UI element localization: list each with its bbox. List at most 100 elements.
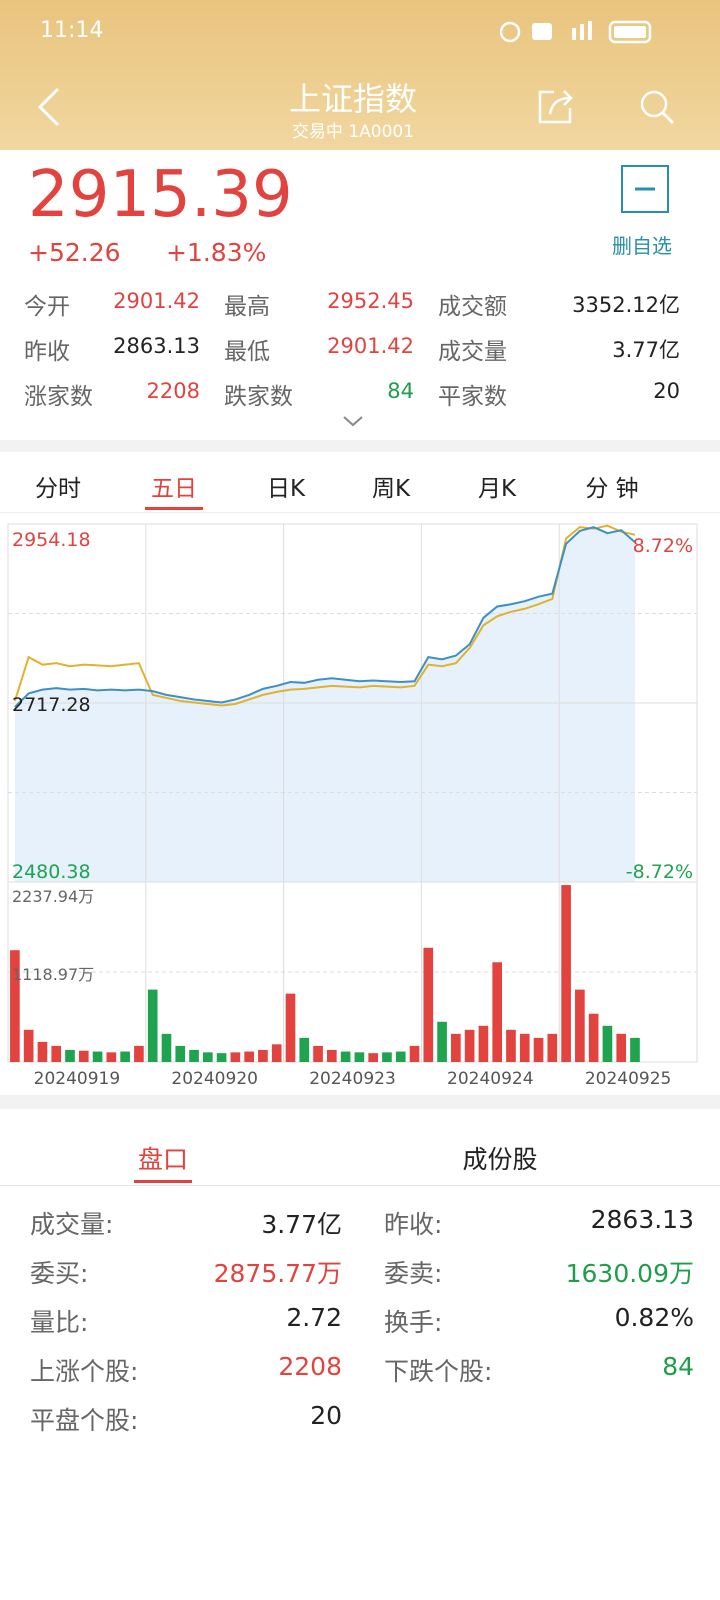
volume-bar [547, 1033, 558, 1062]
volume-bar [492, 962, 503, 1062]
page-subtitle: 交易中 1A0001 [291, 122, 415, 142]
volume-bar [313, 1045, 323, 1062]
price-change-percent: +1.83% [166, 238, 267, 267]
detail-label: 上涨个股: [30, 1357, 139, 1386]
stat-label: 最高 [224, 294, 270, 320]
share-button[interactable] [536, 86, 576, 126]
volume-bar [147, 989, 158, 1062]
stat-value: 3.77亿 [612, 338, 680, 362]
volume-bar [616, 1033, 627, 1062]
stat-value: 3352.12亿 [572, 293, 680, 317]
volume-bar [106, 1052, 117, 1062]
stat-value: 2863.13 [113, 334, 200, 358]
detail-label: 下跌个股: [384, 1357, 493, 1386]
volume-bar [120, 1051, 130, 1062]
header-bar [0, 0, 720, 150]
stat-label: 最低 [224, 339, 270, 365]
volume-bar [134, 1045, 144, 1062]
y-label-mid: 2717.28 [12, 694, 91, 716]
volume-bar [65, 1049, 75, 1062]
volume-bar [561, 885, 571, 1062]
volume-bar [327, 1049, 337, 1062]
detail-value: 2875.77万 [213, 1259, 342, 1288]
stat-label: 跌家数 [224, 384, 293, 410]
detail-label: 成交量: [30, 1210, 114, 1239]
stat-label: 成交额 [438, 294, 507, 320]
period-tab[interactable]: 分时 [35, 476, 81, 502]
y-label-bottom: 2480.38 [12, 861, 91, 883]
detail-label: 昨收: [384, 1210, 443, 1239]
watch-label[interactable]: 删自选 [612, 234, 672, 258]
price-area [14, 527, 635, 882]
volume-bar [409, 1045, 420, 1062]
detail-tab[interactable]: 盘口 [137, 1145, 188, 1174]
period-tab[interactable]: 月K [477, 476, 517, 502]
volume-bar [78, 1050, 89, 1062]
stat-value: 20 [653, 379, 680, 403]
volume-bar [230, 1052, 241, 1062]
volume-bar [175, 1045, 186, 1062]
volume-bar [92, 1051, 103, 1062]
x-date-label: 20240924 [447, 1069, 534, 1089]
detail-label: 平盘个股: [30, 1406, 139, 1435]
period-tab[interactable]: 五日 [151, 476, 197, 502]
volume-bar [37, 1041, 48, 1062]
period-tab[interactable]: 周K [371, 476, 411, 502]
volume-bar [506, 1029, 516, 1062]
period-tab[interactable]: 日K [266, 476, 306, 502]
detail-value: 1630.09万 [565, 1259, 694, 1288]
x-date-label: 20240920 [171, 1069, 258, 1089]
price-change: +52.26 [28, 238, 121, 267]
x-date-label: 20240925 [585, 1069, 672, 1089]
volume-bar [588, 1013, 599, 1062]
x-date-label: 20240919 [34, 1069, 121, 1089]
detail-value: 3.77亿 [261, 1210, 342, 1239]
tab-underline [145, 507, 203, 510]
divider [0, 512, 720, 513]
stat-value: 84 [387, 379, 414, 403]
divider [0, 1095, 720, 1109]
watch-button[interactable] [621, 165, 671, 215]
detail-label: 委买: [30, 1259, 89, 1288]
volume-bar [575, 989, 585, 1062]
volume-bar [382, 1052, 392, 1062]
search-button[interactable] [638, 88, 678, 128]
detail-label: 委卖: [384, 1259, 443, 1288]
stat-value: 2901.42 [327, 334, 414, 358]
volume-bar [202, 1052, 213, 1062]
volume-bar [10, 950, 20, 1062]
chart: 2954.18 2717.28 2480.38 8.72% -8.72% 2237.94万… [7, 523, 698, 1089]
pct-label-top: 8.72% [633, 535, 693, 557]
detail-tab[interactable]: 成份股 [462, 1145, 538, 1174]
stat-value: 2952.45 [327, 289, 414, 313]
stat-label: 昨收 [24, 339, 70, 365]
y-label-top: 2954.18 [12, 529, 91, 551]
stat-label: 成交量 [438, 339, 507, 365]
volume-bar [478, 1025, 489, 1062]
expand-chevron[interactable] [342, 414, 364, 428]
period-tab[interactable]: 分 钟 [585, 476, 639, 502]
pct-label-bottom: -8.72% [626, 861, 693, 883]
volume-bar [519, 1033, 530, 1062]
volume-bar [299, 1037, 310, 1062]
detail-value: 2863.13 [590, 1205, 694, 1234]
volume-bar [51, 1045, 62, 1062]
status-time: 11:14 [40, 18, 104, 43]
volume-bar [244, 1051, 254, 1062]
volume-bar [451, 1033, 461, 1062]
detail-value: 0.82% [614, 1303, 694, 1332]
volume-label: 1118.97万 [12, 965, 94, 984]
volume-bar [340, 1051, 351, 1062]
volume-label: 2237.94万 [12, 887, 94, 906]
volume-bar [395, 1051, 406, 1062]
stat-label: 涨家数 [24, 384, 93, 410]
volume-bar [216, 1053, 227, 1062]
x-date-label: 20240923 [309, 1069, 396, 1089]
volume-bar [189, 1049, 199, 1062]
volume-bar [602, 1025, 613, 1062]
divider [0, 1185, 720, 1186]
volume-bar [423, 947, 434, 1062]
detail-value: 2208 [278, 1352, 342, 1381]
back-button[interactable] [30, 85, 70, 129]
